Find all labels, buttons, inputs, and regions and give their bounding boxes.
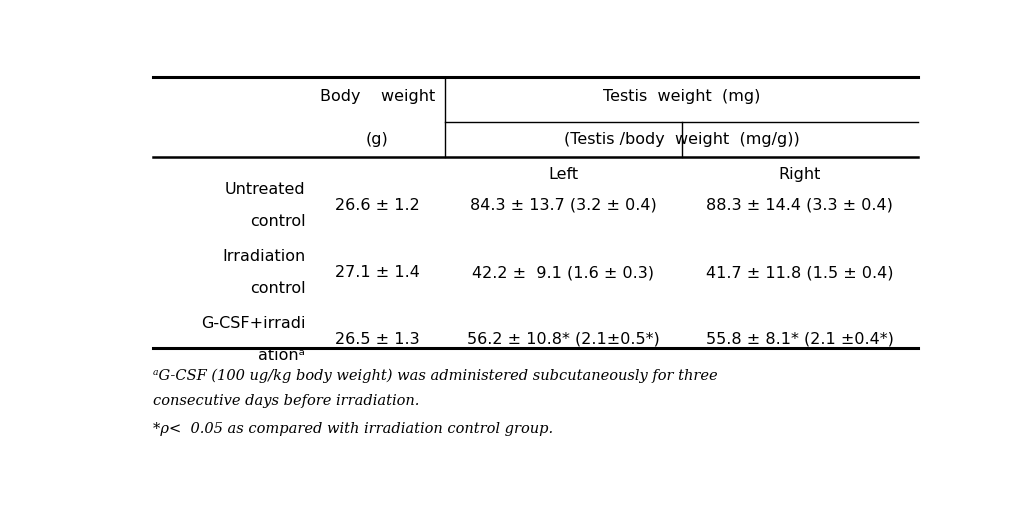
Text: 55.8 ± 8.1* (2.1 ±0.4*): 55.8 ± 8.1* (2.1 ±0.4*) <box>706 332 894 346</box>
Text: Left: Left <box>549 167 578 182</box>
Text: 27.1 ± 1.4: 27.1 ± 1.4 <box>335 265 419 280</box>
Text: (Testis /body  weight  (mg/g)): (Testis /body weight (mg/g)) <box>564 132 800 147</box>
Text: 84.3 ± 13.7 (3.2 ± 0.4): 84.3 ± 13.7 (3.2 ± 0.4) <box>470 198 657 213</box>
Text: 56.2 ± 10.8* (2.1±0.5*): 56.2 ± 10.8* (2.1±0.5*) <box>467 332 660 346</box>
Text: Body    weight: Body weight <box>319 89 435 104</box>
Text: 42.2 ±  9.1 (1.6 ± 0.3): 42.2 ± 9.1 (1.6 ± 0.3) <box>472 265 655 280</box>
Text: 26.5 ± 1.3: 26.5 ± 1.3 <box>335 332 419 346</box>
Text: consecutive days before irradiation.: consecutive days before irradiation. <box>153 394 419 408</box>
Text: control: control <box>250 281 306 296</box>
Text: Untreated: Untreated <box>224 182 306 197</box>
Text: ᵃG-CSF (100 ug/kg body weight) was administered subcutaneously for three: ᵃG-CSF (100 ug/kg body weight) was admin… <box>153 369 718 383</box>
Text: Irradiation: Irradiation <box>222 249 306 264</box>
Text: G-CSF+irradi: G-CSF+irradi <box>200 315 306 331</box>
Text: *ρ<  0.05 as compared with irradiation control group.: *ρ< 0.05 as compared with irradiation co… <box>153 422 554 436</box>
Text: 26.6 ± 1.2: 26.6 ± 1.2 <box>335 198 419 213</box>
Text: 41.7 ± 11.8 (1.5 ± 0.4): 41.7 ± 11.8 (1.5 ± 0.4) <box>706 265 894 280</box>
Text: ationᵃ: ationᵃ <box>258 347 306 363</box>
Text: (g): (g) <box>366 132 388 147</box>
Text: control: control <box>250 214 306 229</box>
Text: Testis  weight  (mg): Testis weight (mg) <box>603 89 760 104</box>
Text: 88.3 ± 14.4 (3.3 ± 0.4): 88.3 ± 14.4 (3.3 ± 0.4) <box>707 198 894 213</box>
Text: Right: Right <box>779 167 821 182</box>
